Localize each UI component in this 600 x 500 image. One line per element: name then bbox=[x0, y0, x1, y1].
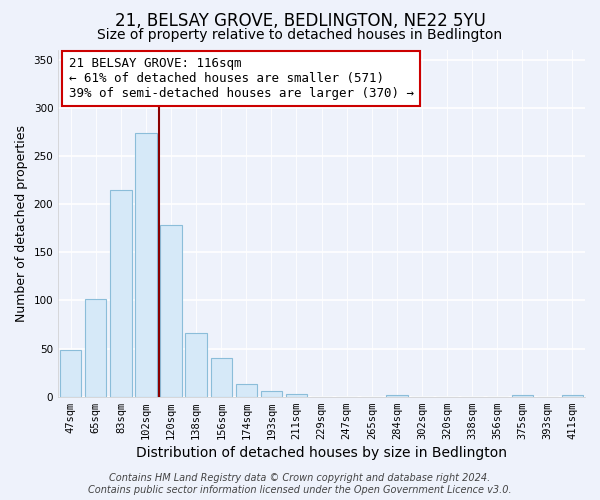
Bar bbox=[85, 300, 106, 396]
Bar bbox=[236, 384, 257, 396]
Bar bbox=[386, 395, 407, 396]
Bar bbox=[185, 333, 207, 396]
X-axis label: Distribution of detached houses by size in Bedlington: Distribution of detached houses by size … bbox=[136, 446, 507, 460]
Bar bbox=[562, 395, 583, 396]
Text: Size of property relative to detached houses in Bedlington: Size of property relative to detached ho… bbox=[97, 28, 503, 42]
Bar bbox=[512, 395, 533, 396]
Text: 21 BELSAY GROVE: 116sqm
← 61% of detached houses are smaller (571)
39% of semi-d: 21 BELSAY GROVE: 116sqm ← 61% of detache… bbox=[69, 57, 414, 100]
Text: 21, BELSAY GROVE, BEDLINGTON, NE22 5YU: 21, BELSAY GROVE, BEDLINGTON, NE22 5YU bbox=[115, 12, 485, 30]
Bar bbox=[211, 358, 232, 397]
Bar bbox=[286, 394, 307, 396]
Bar bbox=[110, 190, 131, 396]
Text: Contains HM Land Registry data © Crown copyright and database right 2024.
Contai: Contains HM Land Registry data © Crown c… bbox=[88, 474, 512, 495]
Bar bbox=[261, 391, 282, 396]
Bar bbox=[136, 133, 157, 396]
Bar bbox=[160, 226, 182, 396]
Bar bbox=[60, 350, 82, 397]
Y-axis label: Number of detached properties: Number of detached properties bbox=[15, 125, 28, 322]
